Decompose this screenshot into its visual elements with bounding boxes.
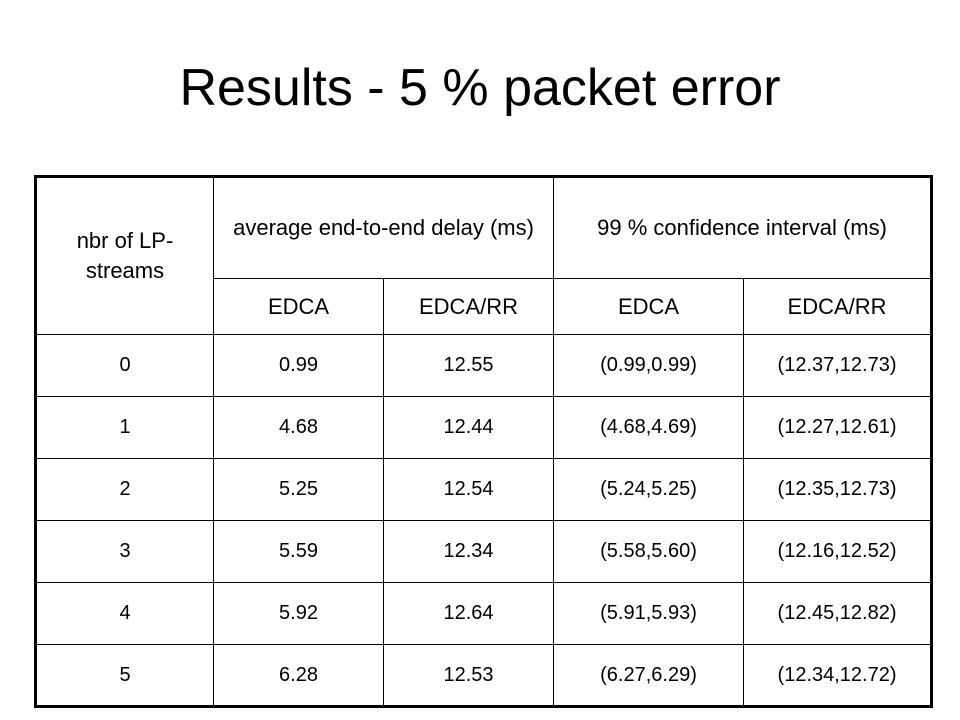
- table-row: 3 5.59 12.34 (5.58,5.60) (12.16,12.52): [35, 520, 933, 583]
- cell-ci-edca: (5.24,5.25): [553, 458, 745, 521]
- cell-delay-edca: 6.28: [213, 644, 384, 707]
- cell-delay-edca-rr: 12.53: [382, 644, 555, 707]
- cell-delay-edca: 5.92: [213, 582, 384, 645]
- cell-ci-edca: (5.91,5.93): [553, 582, 745, 645]
- cell-ci-edca: (5.58,5.60): [553, 520, 745, 583]
- slide-title: Results - 5 % packet error: [179, 59, 781, 117]
- cell-ci-edca: (0.99,0.99): [553, 334, 745, 397]
- header-confidence-interval: 99 % confidence interval (ms): [553, 176, 933, 279]
- cell-lp-streams: 5: [35, 644, 214, 707]
- cell-delay-edca-rr: 12.44: [382, 396, 555, 459]
- cell-lp-streams: 1: [35, 396, 214, 459]
- table-row: 5 6.28 12.53 (6.27,6.29) (12.34,12.72): [35, 644, 933, 707]
- subheader-delay-edca-rr: EDCA/RR: [382, 278, 555, 335]
- cell-delay-edca-rr: 12.55: [382, 334, 555, 397]
- cell-delay-edca-rr: 12.64: [382, 582, 555, 645]
- cell-lp-streams: 2: [35, 458, 214, 521]
- table-row: 1 4.68 12.44 (4.68,4.69) (12.27,12.61): [35, 396, 933, 459]
- cell-delay-edca: 5.59: [213, 520, 384, 583]
- cell-delay-edca-rr: 12.54: [382, 458, 555, 521]
- results-table: nbr of LP-streams average end-to-end del…: [34, 175, 934, 708]
- cell-ci-edca-rr: (12.37,12.73): [743, 334, 933, 397]
- cell-ci-edca: (6.27,6.29): [553, 644, 745, 707]
- subheader-ci-edca-rr: EDCA/RR: [743, 278, 933, 335]
- subheader-ci-edca: EDCA: [553, 278, 745, 335]
- table-row: 2 5.25 12.54 (5.24,5.25) (12.35,12.73): [35, 458, 933, 521]
- cell-delay-edca-rr: 12.34: [382, 520, 555, 583]
- cell-delay-edca: 4.68: [213, 396, 384, 459]
- table-row: 4 5.92 12.64 (5.91,5.93) (12.45,12.82): [35, 582, 933, 645]
- cell-lp-streams: 3: [35, 520, 214, 583]
- subheader-delay-edca: EDCA: [213, 278, 384, 335]
- cell-delay-edca: 0.99: [213, 334, 384, 397]
- header-lp-streams: nbr of LP-streams: [35, 176, 214, 335]
- cell-ci-edca-rr: (12.45,12.82): [743, 582, 933, 645]
- cell-ci-edca-rr: (12.27,12.61): [743, 396, 933, 459]
- cell-delay-edca: 5.25: [213, 458, 384, 521]
- table-row: 0 0.99 12.55 (0.99,0.99) (12.37,12.73): [35, 334, 933, 397]
- table-header-row: nbr of LP-streams average end-to-end del…: [35, 176, 933, 335]
- cell-ci-edca-rr: (12.34,12.72): [743, 644, 933, 707]
- cell-lp-streams: 4: [35, 582, 214, 645]
- header-average-delay: average end-to-end delay (ms): [212, 176, 555, 279]
- cell-lp-streams: 0: [35, 334, 214, 397]
- cell-ci-edca-rr: (12.35,12.73): [743, 458, 933, 521]
- cell-ci-edca: (4.68,4.69): [553, 396, 745, 459]
- cell-ci-edca-rr: (12.16,12.52): [743, 520, 933, 583]
- table-body: 0 0.99 12.55 (0.99,0.99) (12.37,12.73) 1 4.68 1…: [35, 334, 933, 707]
